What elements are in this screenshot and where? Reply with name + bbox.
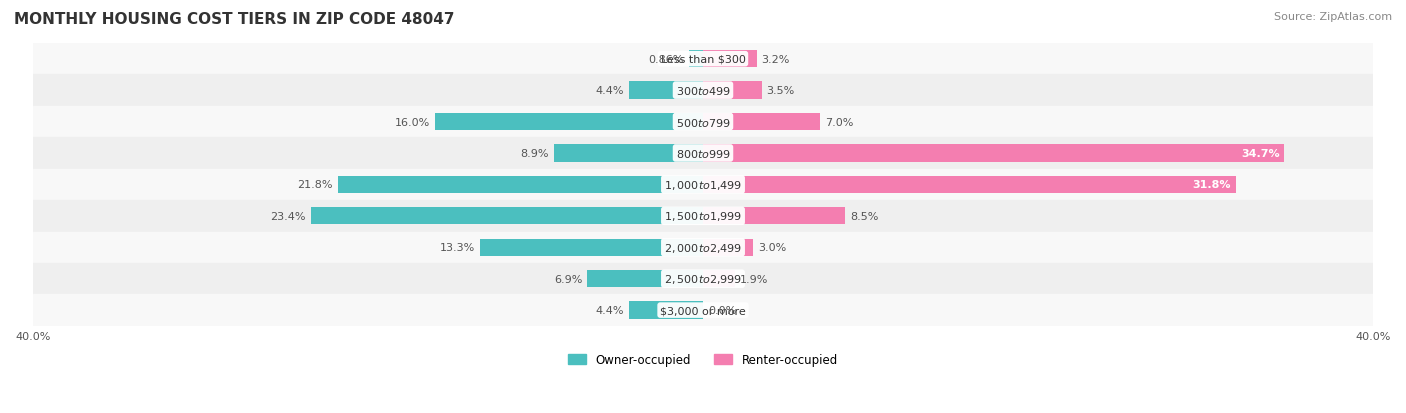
Bar	[32, 201, 1374, 232]
Bar	[554, 145, 703, 162]
Text: 8.5%: 8.5%	[851, 211, 879, 221]
Bar	[703, 82, 762, 100]
Text: 8.9%: 8.9%	[520, 149, 548, 159]
Bar	[588, 271, 703, 287]
Bar	[32, 138, 1374, 169]
Bar	[703, 145, 1285, 162]
Text: Less than $300: Less than $300	[661, 55, 745, 64]
Text: 3.2%: 3.2%	[762, 55, 790, 64]
Bar	[32, 169, 1374, 201]
Bar	[703, 51, 756, 68]
Text: Source: ZipAtlas.com: Source: ZipAtlas.com	[1274, 12, 1392, 22]
Text: 13.3%: 13.3%	[440, 243, 475, 253]
Text: $300 to $499: $300 to $499	[675, 85, 731, 97]
Text: $500 to $799: $500 to $799	[675, 116, 731, 128]
Text: 0.86%: 0.86%	[648, 55, 683, 64]
Text: 7.0%: 7.0%	[825, 117, 853, 127]
Bar	[32, 295, 1374, 326]
Text: $1,000 to $1,499: $1,000 to $1,499	[664, 178, 742, 192]
Text: 34.7%: 34.7%	[1241, 149, 1279, 159]
Text: 4.4%: 4.4%	[596, 305, 624, 316]
Text: $2,500 to $2,999: $2,500 to $2,999	[664, 273, 742, 285]
Text: $800 to $999: $800 to $999	[675, 147, 731, 159]
Bar	[434, 114, 703, 131]
Text: $3,000 or more: $3,000 or more	[661, 305, 745, 316]
Bar	[32, 75, 1374, 107]
Bar	[703, 271, 735, 287]
Text: 0.0%: 0.0%	[709, 305, 737, 316]
Text: 3.5%: 3.5%	[766, 86, 794, 96]
Bar	[630, 82, 703, 100]
Text: 16.0%: 16.0%	[395, 117, 430, 127]
Bar	[703, 176, 1236, 194]
Text: 31.8%: 31.8%	[1192, 180, 1230, 190]
Bar	[703, 114, 820, 131]
Bar	[32, 107, 1374, 138]
Bar	[337, 176, 703, 194]
Bar	[32, 44, 1374, 75]
Text: 21.8%: 21.8%	[297, 180, 333, 190]
Bar	[703, 239, 754, 256]
Text: 3.0%: 3.0%	[758, 243, 786, 253]
Bar	[32, 263, 1374, 295]
Bar	[32, 232, 1374, 263]
Text: 4.4%: 4.4%	[596, 86, 624, 96]
Legend: Owner-occupied, Renter-occupied: Owner-occupied, Renter-occupied	[564, 349, 842, 371]
Text: 1.9%: 1.9%	[740, 274, 768, 284]
Bar	[630, 302, 703, 319]
Text: MONTHLY HOUSING COST TIERS IN ZIP CODE 48047: MONTHLY HOUSING COST TIERS IN ZIP CODE 4…	[14, 12, 454, 27]
Text: $2,000 to $2,499: $2,000 to $2,499	[664, 241, 742, 254]
Text: 23.4%: 23.4%	[270, 211, 307, 221]
Bar	[479, 239, 703, 256]
Bar	[689, 51, 703, 68]
Bar	[311, 208, 703, 225]
Bar	[703, 208, 845, 225]
Text: 6.9%: 6.9%	[554, 274, 582, 284]
Text: $1,500 to $1,999: $1,500 to $1,999	[664, 210, 742, 223]
